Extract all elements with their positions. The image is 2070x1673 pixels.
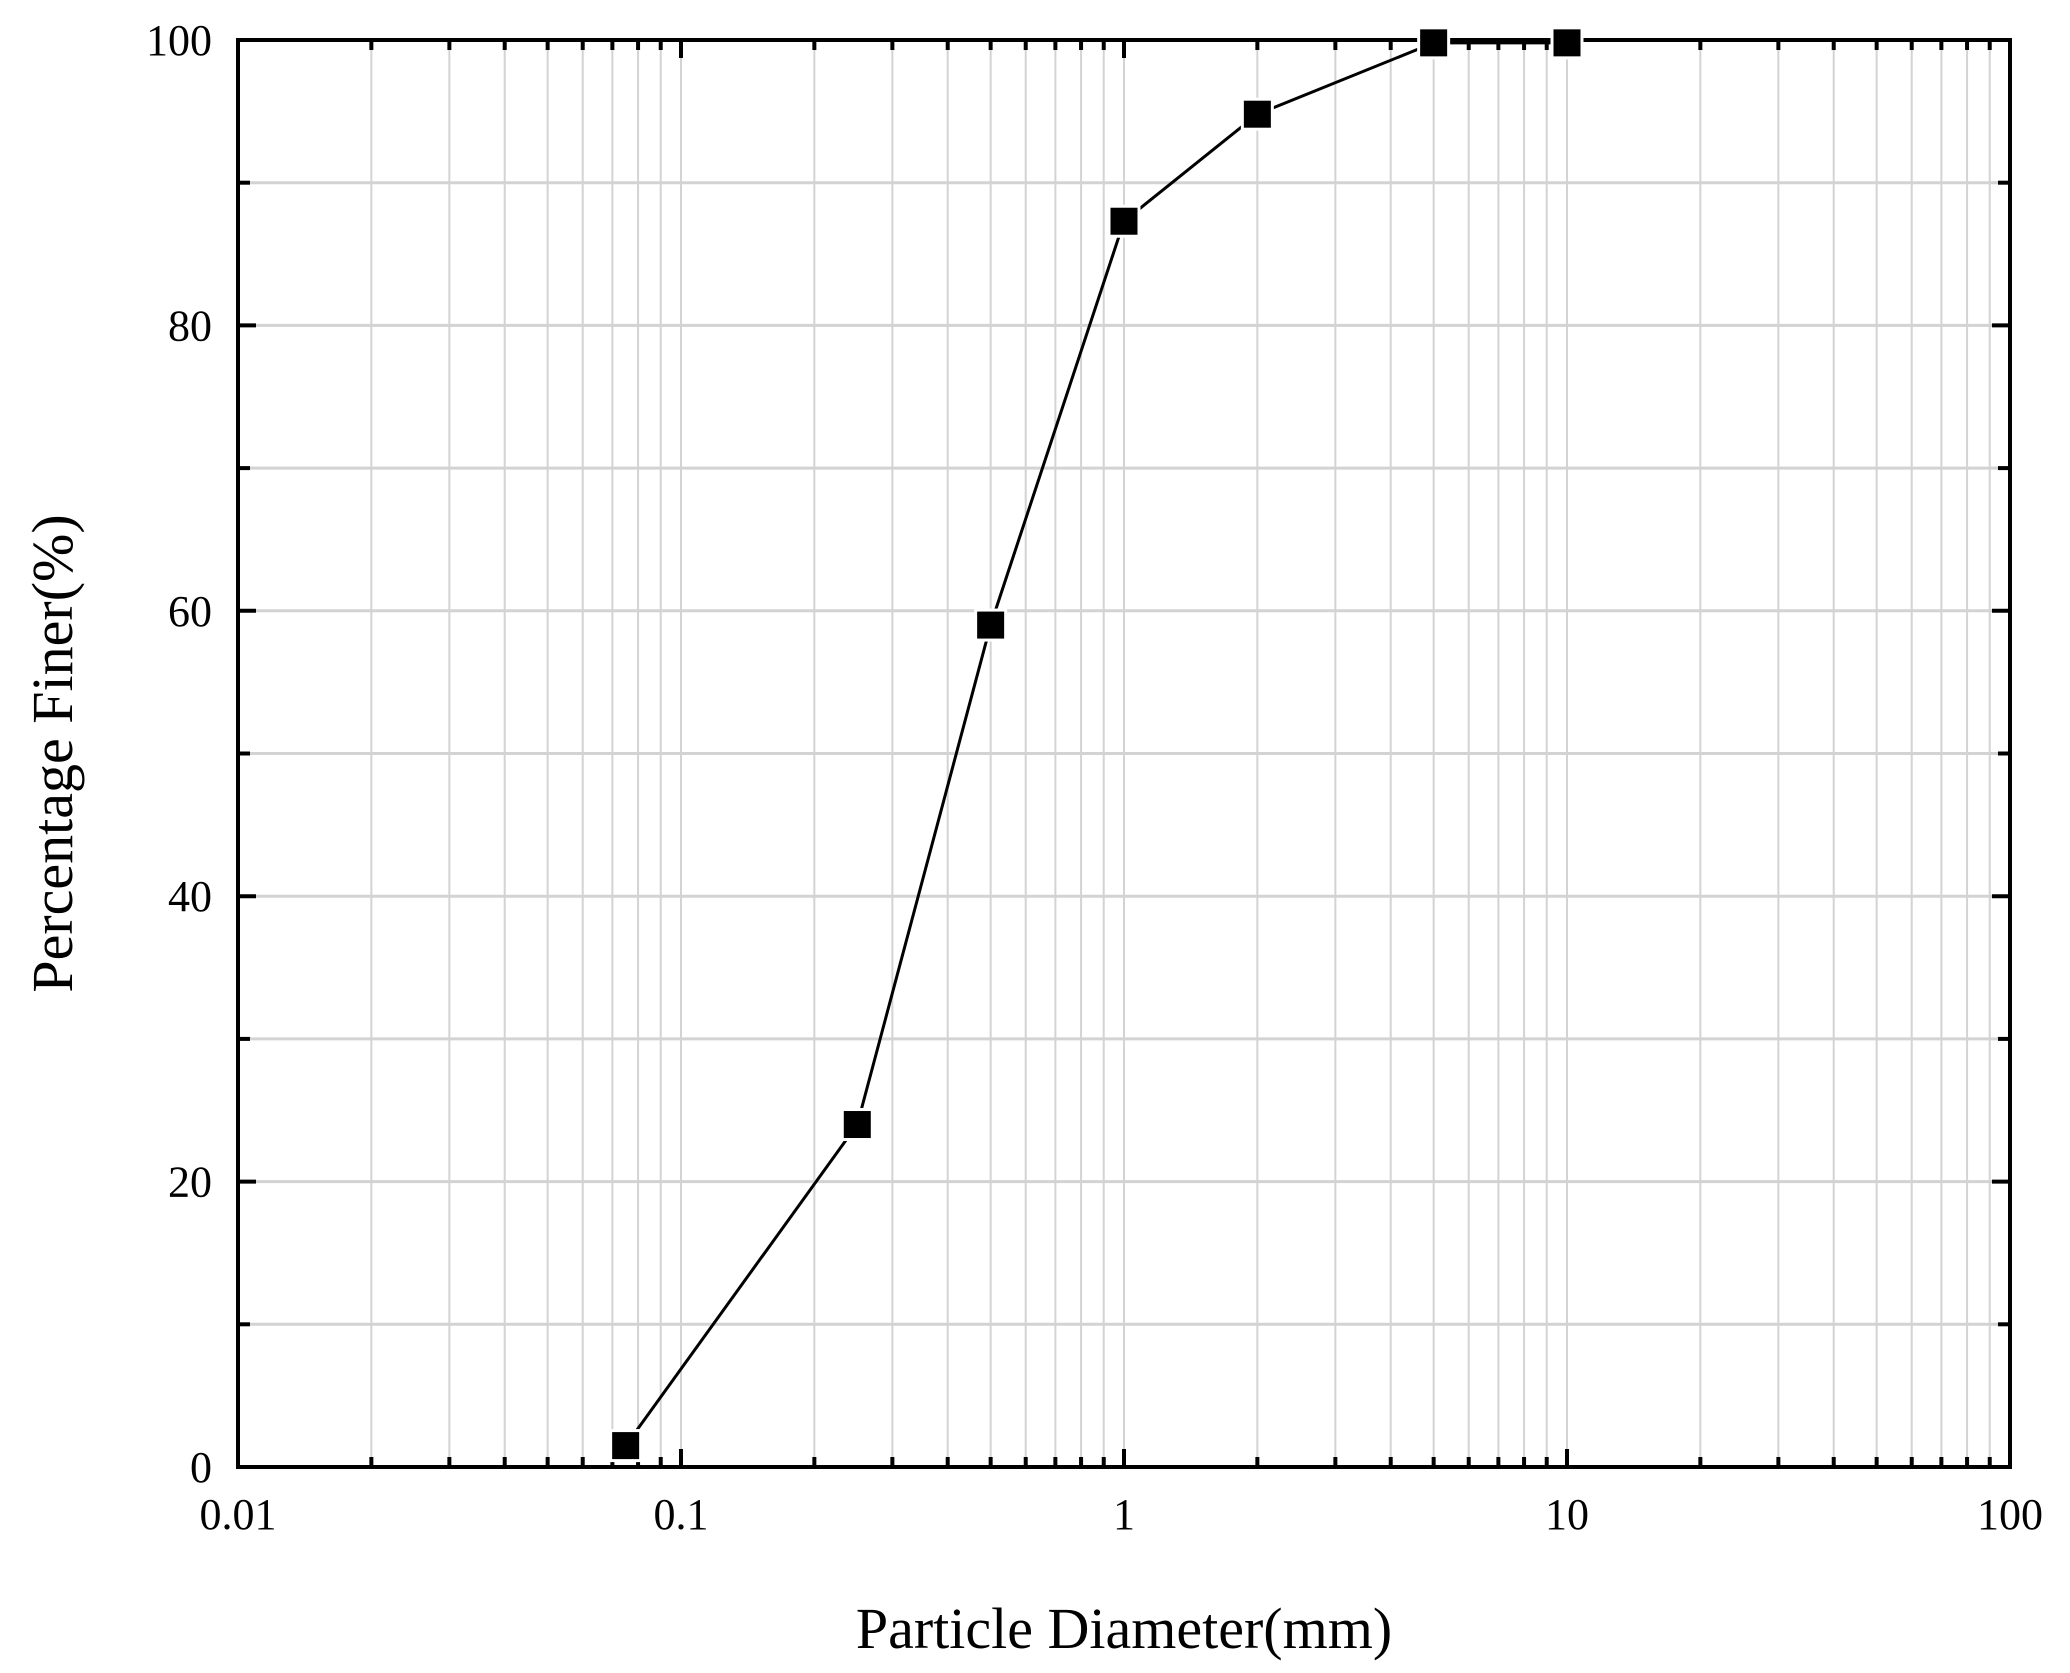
x-tick-label: 1 xyxy=(1113,1490,1135,1539)
x-tick-label: 10 xyxy=(1545,1490,1589,1539)
data-point xyxy=(1550,26,1584,60)
y-tick-label: 0 xyxy=(190,1443,212,1492)
plot-frame xyxy=(236,38,2012,1469)
y-tick-label: 60 xyxy=(168,587,212,636)
series-line xyxy=(624,41,1567,1447)
x-tick-label: 0.01 xyxy=(200,1490,277,1539)
x-axis-title: Particle Diameter(mm) xyxy=(856,1596,1392,1661)
series-group xyxy=(609,26,1584,1463)
data-point xyxy=(1417,26,1451,60)
y-tick-label: 100 xyxy=(146,16,212,65)
data-point xyxy=(974,608,1008,642)
y-tick-label: 20 xyxy=(168,1158,212,1207)
x-tick-label: 100 xyxy=(1977,1490,2043,1539)
data-point xyxy=(1107,204,1141,238)
y-axis-title: Percentage Finer(%) xyxy=(20,514,85,992)
tick-labels: 0.01 0.1 1 10 100 0 20 40 60 80 100 xyxy=(146,16,2043,1539)
data-point xyxy=(609,1429,643,1463)
y-tick-label: 80 xyxy=(168,301,212,350)
x-tick-label: 0.1 xyxy=(654,1490,709,1539)
data-point xyxy=(840,1108,874,1142)
data-point xyxy=(1240,97,1274,131)
grid-lines xyxy=(238,40,2010,1467)
y-tick-label: 40 xyxy=(168,872,212,921)
